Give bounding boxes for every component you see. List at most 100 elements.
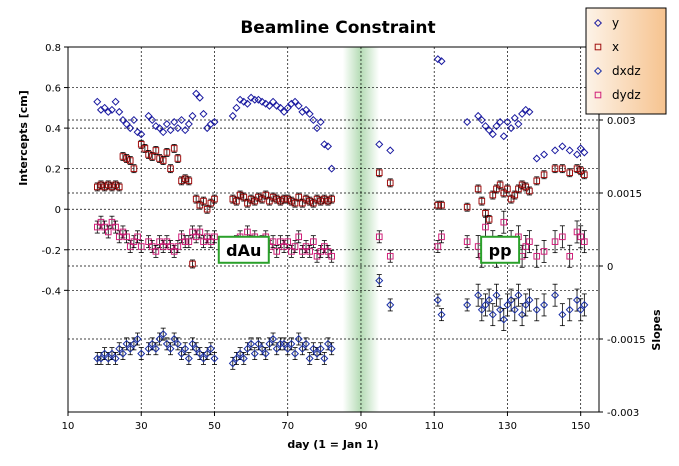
data-point-x xyxy=(174,155,182,162)
data-point-x xyxy=(152,147,160,154)
data-point-x xyxy=(551,165,559,172)
data-point-x xyxy=(247,195,255,203)
data-point-dxdz xyxy=(540,300,549,309)
data-point-x xyxy=(112,181,119,189)
data-point-x xyxy=(321,195,328,203)
data-point-dxdz xyxy=(503,300,512,309)
data-point-dxdz xyxy=(247,339,256,348)
data-point-dxdz xyxy=(313,349,322,358)
data-point-y xyxy=(433,55,442,64)
data-point-dxdz xyxy=(144,344,153,353)
data-point-dydz xyxy=(178,233,185,241)
data-point-dydz xyxy=(101,223,108,231)
data-point-y xyxy=(144,111,153,120)
data-point-y xyxy=(576,144,585,153)
data-point-x xyxy=(485,216,493,223)
data-point-dxdz xyxy=(232,354,241,363)
data-point-x xyxy=(148,153,156,160)
data-point-dxdz xyxy=(525,296,534,305)
data-point-y xyxy=(386,146,395,155)
legend-marker-x xyxy=(594,43,602,51)
x-axis-ticks: 10 30 50 70 90 110 130 150 xyxy=(62,412,590,432)
data-point-x xyxy=(203,205,211,213)
y-tick-label: -0.2 xyxy=(41,246,61,257)
data-point-dxdz xyxy=(375,276,384,285)
data-point-x xyxy=(489,191,497,199)
data-point-x xyxy=(236,191,244,199)
data-point-y xyxy=(195,93,204,102)
data-point-dxdz xyxy=(327,344,336,353)
data-point-y xyxy=(463,118,472,127)
data-point-y xyxy=(228,111,237,120)
data-point-dxdz xyxy=(137,349,146,358)
data-point-x xyxy=(559,165,566,172)
data-point-dydz xyxy=(577,233,584,241)
data-point-x xyxy=(288,197,295,205)
data-point-dxdz xyxy=(118,349,127,358)
x-tick-label: 150 xyxy=(571,421,590,432)
data-point-dydz xyxy=(526,238,533,245)
data-point-dxdz xyxy=(488,310,497,319)
data-point-dydz xyxy=(434,243,442,250)
data-point-y xyxy=(181,126,190,135)
data-point-y xyxy=(137,130,146,139)
data-point-y xyxy=(492,122,501,131)
data-point-dxdz xyxy=(276,339,285,348)
chart-title: Beamline Constraint xyxy=(240,18,435,38)
data-point-dydz xyxy=(196,228,204,236)
data-point-dxdz xyxy=(305,354,314,363)
data-point-dydz xyxy=(207,238,215,245)
data-point-dydz xyxy=(134,233,141,241)
data-point-dxdz xyxy=(576,305,585,314)
data-point-y xyxy=(276,103,285,112)
data-point-y xyxy=(309,115,318,125)
data-point-dxdz xyxy=(499,315,508,324)
data-point-dxdz xyxy=(111,354,120,363)
data-point-y xyxy=(525,107,534,116)
data-point-dydz xyxy=(200,238,207,245)
data-point-dxdz xyxy=(474,291,483,300)
data-point-x xyxy=(189,260,196,268)
plot-area xyxy=(68,47,599,412)
data-point-y xyxy=(532,154,541,163)
y2-tick-label: 0.003 xyxy=(607,116,636,127)
legend-label-x: x xyxy=(612,40,619,54)
data-point-x xyxy=(302,195,310,203)
data-point-dxdz xyxy=(93,354,102,363)
data-point-dxdz xyxy=(294,334,303,344)
data-point-dxdz xyxy=(177,349,186,358)
data-point-x xyxy=(375,169,383,177)
data-point-dxdz xyxy=(386,300,395,309)
series-y xyxy=(93,55,589,173)
data-point-y xyxy=(580,148,589,157)
data-point-y xyxy=(122,120,131,129)
data-point-y xyxy=(192,89,201,98)
data-point-y xyxy=(126,124,135,133)
data-point-dydz xyxy=(540,248,548,255)
data-point-x xyxy=(262,191,270,199)
data-point-x xyxy=(192,195,200,203)
series-x xyxy=(93,139,588,269)
data-point-x xyxy=(566,169,574,177)
data-point-dydz xyxy=(137,243,145,250)
data-point-y xyxy=(159,128,168,137)
data-point-dxdz xyxy=(203,349,212,358)
data-point-dydz xyxy=(291,243,299,250)
data-point-dxdz xyxy=(492,291,501,300)
data-point-dxdz xyxy=(477,305,486,314)
data-point-dydz xyxy=(321,243,328,250)
data-point-y xyxy=(115,107,124,116)
data-point-y xyxy=(305,109,314,118)
data-point-y xyxy=(474,111,483,120)
data-point-dydz xyxy=(566,252,574,260)
data-point-dxdz xyxy=(532,305,541,314)
data-point-y xyxy=(269,97,278,106)
data-point-dydz xyxy=(104,228,112,236)
data-point-dydz xyxy=(181,238,189,245)
data-point-x xyxy=(291,199,299,207)
data-point-x xyxy=(163,149,171,156)
data-point-x xyxy=(145,151,152,158)
data-point-y xyxy=(133,128,142,137)
data-point-dydz xyxy=(288,248,295,255)
